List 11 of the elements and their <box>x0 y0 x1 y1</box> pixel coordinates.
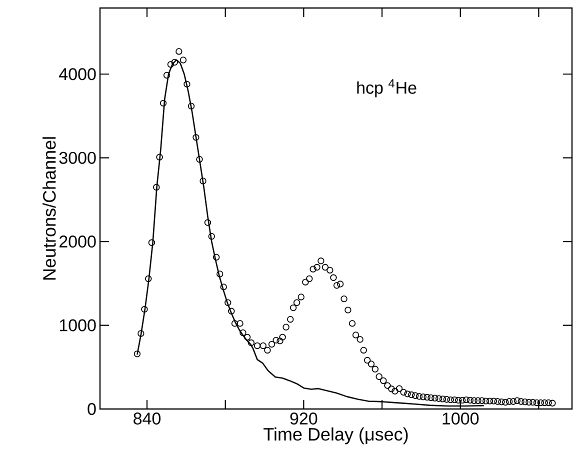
y-tick-label: 4000 <box>59 68 96 80</box>
y-tick-label: 3000 <box>59 152 96 164</box>
x-tick-label: 1000 <box>442 412 479 425</box>
y-tick-label: 0 <box>88 402 96 416</box>
x-tick-label: 920 <box>290 412 318 425</box>
x-tick-label: 840 <box>134 412 161 425</box>
y-tick-label: 2000 <box>60 236 96 248</box>
y-tick-label: 1000 <box>60 319 96 332</box>
y-axis-title: Neutrons/Channel <box>42 137 56 280</box>
x-axis-title: Time Delay (μsec) <box>264 427 408 444</box>
annotation: hcp $^{4}$He <box>357 79 416 98</box>
